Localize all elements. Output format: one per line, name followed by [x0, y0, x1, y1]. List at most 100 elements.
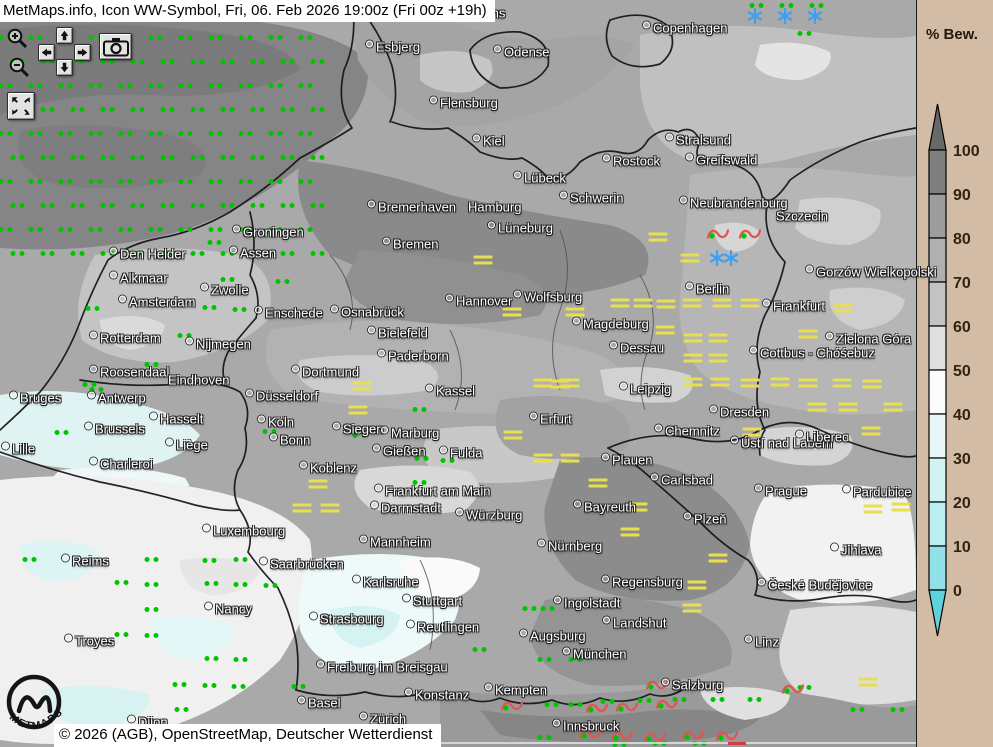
- city-marker-icon: [440, 447, 447, 454]
- city-label: Mannheim: [360, 535, 431, 550]
- pan-right-button[interactable]: [74, 44, 91, 61]
- city-name: Groningen: [243, 225, 304, 240]
- city-marker-icon: [85, 423, 92, 430]
- city-name: Leipzig: [630, 382, 671, 397]
- snapshot-button[interactable]: [99, 33, 132, 60]
- city-name: Ingolstadt: [564, 596, 620, 611]
- city-label: Lüneburg: [488, 221, 553, 236]
- svg-text:80: 80: [953, 231, 971, 248]
- city-marker-icon: [373, 445, 380, 452]
- city-label: Plzeň: [684, 512, 727, 527]
- city-label: Roosendaal: [90, 365, 169, 380]
- city-label: Eindhoven: [168, 373, 229, 388]
- city-marker-icon: [90, 458, 97, 465]
- zoom-out-button[interactable]: [7, 55, 33, 81]
- city-marker-icon: [520, 630, 527, 637]
- city-label: Amsterdam: [119, 295, 195, 310]
- city-marker-icon: [745, 636, 752, 643]
- city-label: Bruges: [10, 391, 61, 406]
- city-marker-icon: [796, 431, 803, 438]
- city-label: Antwerp: [88, 391, 146, 406]
- city-label: Saarbrücken: [260, 557, 344, 572]
- city-marker-icon: [128, 716, 135, 723]
- city-name: Bonn: [280, 433, 310, 448]
- city-label: Groningen: [233, 225, 304, 240]
- city-name: Liège: [176, 438, 208, 453]
- city-marker-icon: [2, 443, 9, 450]
- city-marker-icon: [573, 318, 580, 325]
- map-canvas[interactable]: HorsensCopenhagenEsbjergOdenseFlensburgK…: [0, 0, 916, 747]
- city-name: Kiel: [483, 134, 505, 149]
- pan-down-button[interactable]: [56, 59, 73, 76]
- city-name: Strasbourg: [320, 612, 384, 627]
- city-label: Charleroi: [90, 457, 153, 472]
- city-name: Saarbrücken: [270, 557, 344, 572]
- city-marker-icon: [371, 502, 378, 509]
- city-name: Siegen: [343, 422, 383, 437]
- camera-icon: [102, 36, 130, 58]
- city-marker-icon: [205, 603, 212, 610]
- city-marker-icon: [806, 266, 813, 273]
- city-label: Dessau: [610, 341, 664, 356]
- city-label: Erfurt: [530, 412, 572, 427]
- city-label: Frankfurt: [763, 299, 825, 314]
- svg-text:0: 0: [953, 583, 962, 600]
- svg-text:50: 50: [953, 363, 971, 380]
- city-label: Kiel: [473, 134, 505, 149]
- city-marker-icon: [150, 413, 157, 420]
- city-name: Antwerp: [98, 391, 146, 406]
- cities-layer: HorsensCopenhagenEsbjergOdenseFlensburgK…: [0, 0, 916, 747]
- city-marker-icon: [90, 332, 97, 339]
- city-name: München: [573, 647, 626, 662]
- city-label: Lübeck: [514, 171, 566, 186]
- city-label: Gießen: [373, 444, 426, 459]
- city-label: Bremen: [383, 237, 439, 252]
- city-label: Rostock: [603, 154, 660, 169]
- pan-up-button[interactable]: [56, 27, 73, 44]
- city-marker-icon: [560, 192, 567, 199]
- city-name: Regensburg: [612, 575, 683, 590]
- city-label: Nürnberg: [538, 539, 602, 554]
- city-label: Kassel: [426, 384, 475, 399]
- city-marker-icon: [563, 648, 570, 655]
- city-marker-icon: [110, 248, 117, 255]
- pan-left-button[interactable]: [38, 44, 55, 61]
- city-name: Roosendaal: [100, 365, 169, 380]
- city-marker-icon: [684, 513, 691, 520]
- city-marker-icon: [331, 306, 338, 313]
- city-label: Odense: [494, 45, 550, 60]
- svg-text:20: 20: [953, 495, 971, 512]
- city-label: Plauen: [602, 453, 652, 468]
- city-name: Charleroi: [100, 457, 153, 472]
- city-name: Düsseldorf: [256, 389, 318, 404]
- city-label: Rotterdam: [90, 331, 161, 346]
- magnifier-plus-icon: [6, 27, 30, 51]
- title-bar: MetMaps.info, Icon WW-Symbol, Fri, 06. F…: [0, 0, 495, 22]
- city-marker-icon: [201, 284, 208, 291]
- fullscreen-button[interactable]: [7, 92, 35, 120]
- city-label: Bremerhaven: [368, 200, 456, 215]
- city-name: Stuttgart: [413, 594, 462, 609]
- city-name: Lüneburg: [498, 221, 553, 236]
- city-marker-icon: [655, 425, 662, 432]
- city-marker-icon: [255, 307, 262, 314]
- city-label: Stralsund: [666, 133, 731, 148]
- city-name: Bremerhaven: [378, 200, 456, 215]
- city-name: Alkmaar: [120, 271, 168, 286]
- city-label: Bonn: [270, 433, 310, 448]
- city-name: Chemnitz: [665, 424, 720, 439]
- city-label: Darmstadt: [371, 501, 441, 516]
- city-marker-icon: [368, 327, 375, 334]
- zoom-in-button[interactable]: [5, 26, 31, 52]
- city-marker-icon: [530, 413, 537, 420]
- city-label: Landshut: [603, 616, 667, 631]
- city-marker-icon: [90, 366, 97, 373]
- city-name: Wolfsburg: [524, 290, 582, 305]
- city-label: Hannover: [446, 294, 512, 309]
- city-label: Greifswald: [686, 153, 757, 168]
- city-label: Würzburg: [456, 508, 522, 523]
- city-name: Mannheim: [370, 535, 431, 550]
- city-marker-icon: [10, 392, 17, 399]
- city-label: Luxembourg: [203, 524, 285, 539]
- red-route-dash: [728, 742, 746, 745]
